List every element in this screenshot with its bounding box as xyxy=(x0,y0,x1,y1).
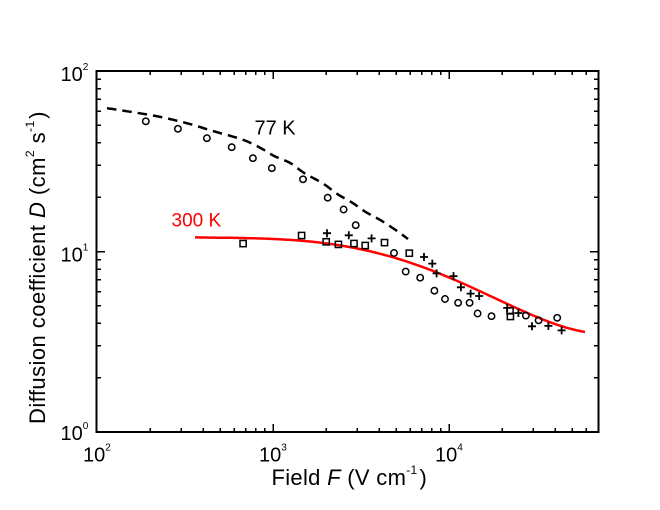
svg-text:Field F (V cm-1): Field F (V cm-1) xyxy=(272,463,428,490)
svg-text:77 K: 77 K xyxy=(255,117,297,139)
svg-text:300 K: 300 K xyxy=(172,210,222,231)
svg-text:Diffusion coefficient D (cm2 s: Diffusion coefficient D (cm2 s-1) xyxy=(23,111,50,424)
